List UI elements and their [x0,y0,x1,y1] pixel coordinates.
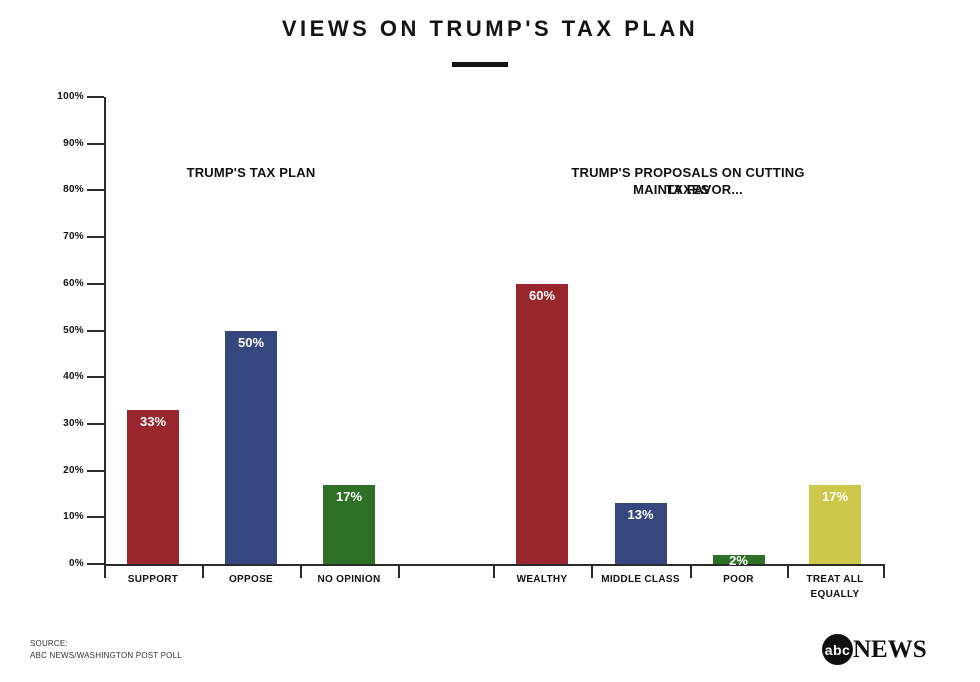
bar-value-label: 50% [237,334,265,350]
y-tick-mark [87,422,104,425]
category-label: MIDDLE CLASS [601,574,680,585]
category-label: POOR [723,574,754,585]
abc-logo-icon: abc [822,634,853,665]
y-tick-label: 0% [68,558,84,569]
y-tick-mark [87,376,104,379]
y-tick-mark [87,236,104,239]
y-tick-mark [87,142,104,145]
y-tick-mark [87,189,104,192]
chart-title: VIEWS ON TRUMP'S TAX PLAN [281,16,699,41]
x-tick-mark [104,564,106,578]
group-label: TRUMP'S TAX PLAN [186,165,316,180]
y-tick-mark [87,96,104,98]
x-tick-mark [883,564,885,578]
source-text: ABC NEWS/WASHINGTON POST POLL [30,651,182,661]
group-label: MAINLY FAVOR... [633,182,743,197]
bar-support [127,409,179,564]
category-label: SUPPORT [127,574,179,585]
x-tick-mark [398,564,400,578]
bar-treat-all-equally [809,484,861,564]
y-tick-mark [87,563,104,565]
y-tick-label: 90% [63,137,84,149]
bar-value-label: 13% [627,507,654,523]
x-tick-mark [202,564,204,578]
title-underline [452,62,508,67]
bar-poor [712,554,765,564]
bar-middle-class [614,503,667,564]
bar-value-label: 60% [528,287,556,303]
y-tick-mark [87,469,104,472]
y-tick-label: 100% [57,91,84,102]
bar-value-label: 2% [729,552,748,568]
y-tick-label: 10% [63,511,84,523]
y-tick-label: 70% [63,231,84,243]
category-label: TREAT ALL EQUALLY [806,574,864,600]
group-label: TRUMP'S PROPOSALS ON CUTTING TAXES [571,165,805,197]
y-tick-mark [87,516,104,519]
source-attribution: SOURCE: ABC NEWS/WASHINGTON POST POLL [30,638,182,663]
y-axis-line [104,97,106,566]
x-tick-mark [300,564,302,578]
y-tick-mark [87,329,104,332]
y-tick-label: 80% [63,184,84,196]
x-tick-mark [787,564,789,578]
y-tick-label: 20% [63,464,84,476]
y-tick-mark [87,282,104,285]
category-label: NO OPINION [317,574,381,585]
abc-news-logo: abc NEWS [822,634,927,665]
bar-value-label: 17% [821,488,849,504]
x-tick-mark [493,564,495,578]
news-wordmark: NEWS [853,635,927,663]
y-tick-label: 30% [63,417,84,429]
bar-value-label: 17% [335,488,363,504]
y-tick-label: 50% [63,324,84,336]
bar-value-label: 33% [139,413,167,429]
bar-wealthy [516,283,568,564]
x-tick-mark [690,564,692,578]
y-tick-label: 40% [63,371,84,383]
source-label: SOURCE: [30,639,68,648]
bar-oppose [225,330,277,564]
x-tick-mark [591,564,593,578]
category-label: WEALTHY [516,574,568,585]
bar-no-opinion [323,484,375,564]
y-tick-label: 60% [63,277,84,289]
category-label: OPPOSE [228,574,274,585]
